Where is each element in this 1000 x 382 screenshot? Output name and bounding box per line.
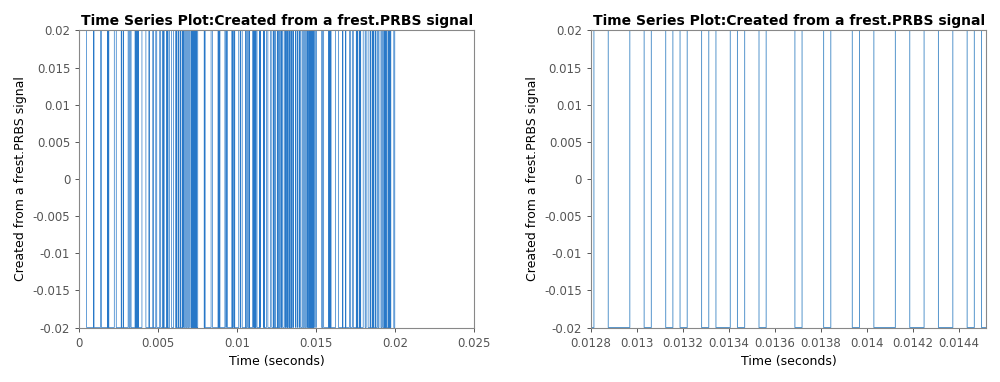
Title: Time Series Plot:Created from a frest.PRBS signal: Time Series Plot:Created from a frest.PR… (593, 14, 985, 28)
Y-axis label: Created from a frest.PRBS signal: Created from a frest.PRBS signal (526, 76, 539, 282)
X-axis label: Time (seconds): Time (seconds) (741, 355, 836, 368)
X-axis label: Time (seconds): Time (seconds) (229, 355, 325, 368)
Title: Time Series Plot:Created from a frest.PRBS signal: Time Series Plot:Created from a frest.PR… (81, 14, 473, 28)
Y-axis label: Created from a frest.PRBS signal: Created from a frest.PRBS signal (14, 76, 27, 282)
